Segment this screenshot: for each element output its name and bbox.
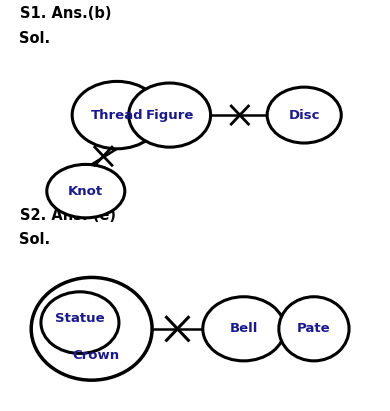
Text: S2. Ans. (e): S2. Ans. (e) (20, 208, 115, 222)
Ellipse shape (267, 87, 341, 143)
Text: Knot: Knot (68, 185, 103, 198)
Ellipse shape (31, 277, 152, 380)
Ellipse shape (279, 297, 349, 361)
Ellipse shape (41, 292, 119, 353)
Text: Pate: Pate (297, 322, 331, 335)
Text: Bell: Bell (230, 322, 258, 335)
Ellipse shape (129, 83, 211, 147)
Text: Crown: Crown (72, 349, 119, 362)
Text: Disc: Disc (289, 109, 320, 122)
Ellipse shape (72, 81, 162, 149)
Text: Sol.: Sol. (20, 31, 51, 46)
Text: Sol.: Sol. (20, 232, 51, 247)
Text: S1. Ans.(b): S1. Ans.(b) (20, 6, 111, 21)
Text: Figure: Figure (145, 109, 194, 122)
Text: Statue: Statue (55, 312, 105, 325)
Ellipse shape (47, 164, 125, 218)
Ellipse shape (203, 297, 285, 361)
Text: Thread: Thread (91, 109, 143, 122)
